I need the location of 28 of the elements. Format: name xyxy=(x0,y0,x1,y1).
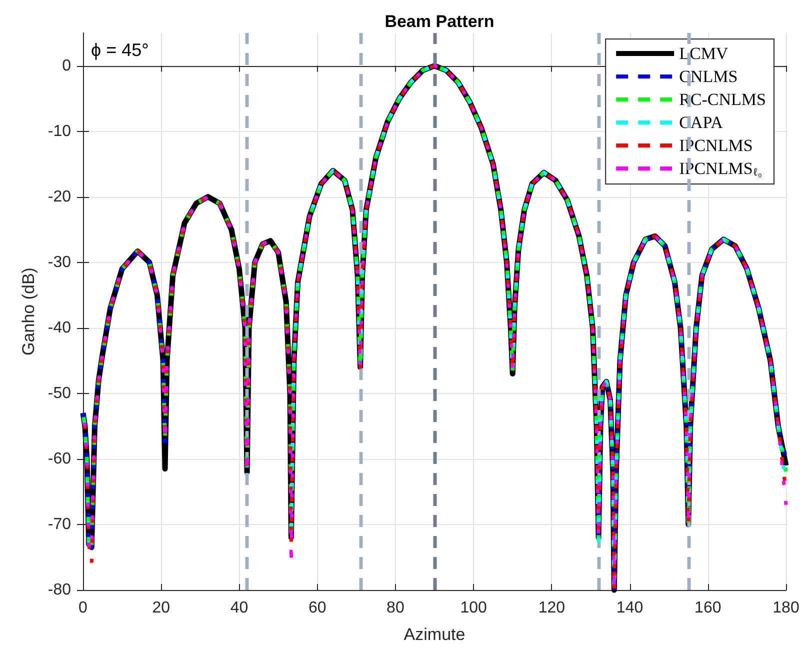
legend-label: IPCNLMS xyxy=(679,136,753,155)
y-tick-label: -20 xyxy=(48,188,72,206)
x-tick-label: 100 xyxy=(460,600,487,616)
y-tick-label: -30 xyxy=(48,254,72,271)
y-tick-label: -50 xyxy=(48,384,72,402)
y-tick-label: -80 xyxy=(48,582,72,598)
y-tick-label: -70 xyxy=(48,516,72,533)
x-tick-label: 20 xyxy=(152,600,170,616)
x-tick-label: 40 xyxy=(230,600,248,616)
y-tick-label: -10 xyxy=(48,122,72,140)
legend-label: CNLMS xyxy=(679,67,738,86)
x-tick-label: 0 xyxy=(78,600,88,616)
y-tick-label: 0 xyxy=(62,57,72,74)
x-tick-label: 160 xyxy=(694,600,722,616)
x-axis-title: Azimute xyxy=(404,625,466,644)
legend-label: RC-CNLMS xyxy=(679,90,766,109)
legend-label: LCMV xyxy=(679,44,729,63)
chart-title: Beam Pattern xyxy=(384,12,494,31)
x-tick-label: 60 xyxy=(308,600,326,616)
annotation: ϕ = 45° xyxy=(91,40,149,60)
x-tick-label: 80 xyxy=(386,600,404,616)
y-tick-label: -60 xyxy=(48,450,72,468)
legend-label: CAPA xyxy=(679,113,724,132)
x-tick-label: 120 xyxy=(538,600,566,616)
x-tick-label: 140 xyxy=(616,600,644,616)
y-axis-title: Ganho (dB) xyxy=(18,268,38,356)
y-tick-label: -40 xyxy=(48,319,72,336)
x-tick-label: 180 xyxy=(772,600,800,616)
